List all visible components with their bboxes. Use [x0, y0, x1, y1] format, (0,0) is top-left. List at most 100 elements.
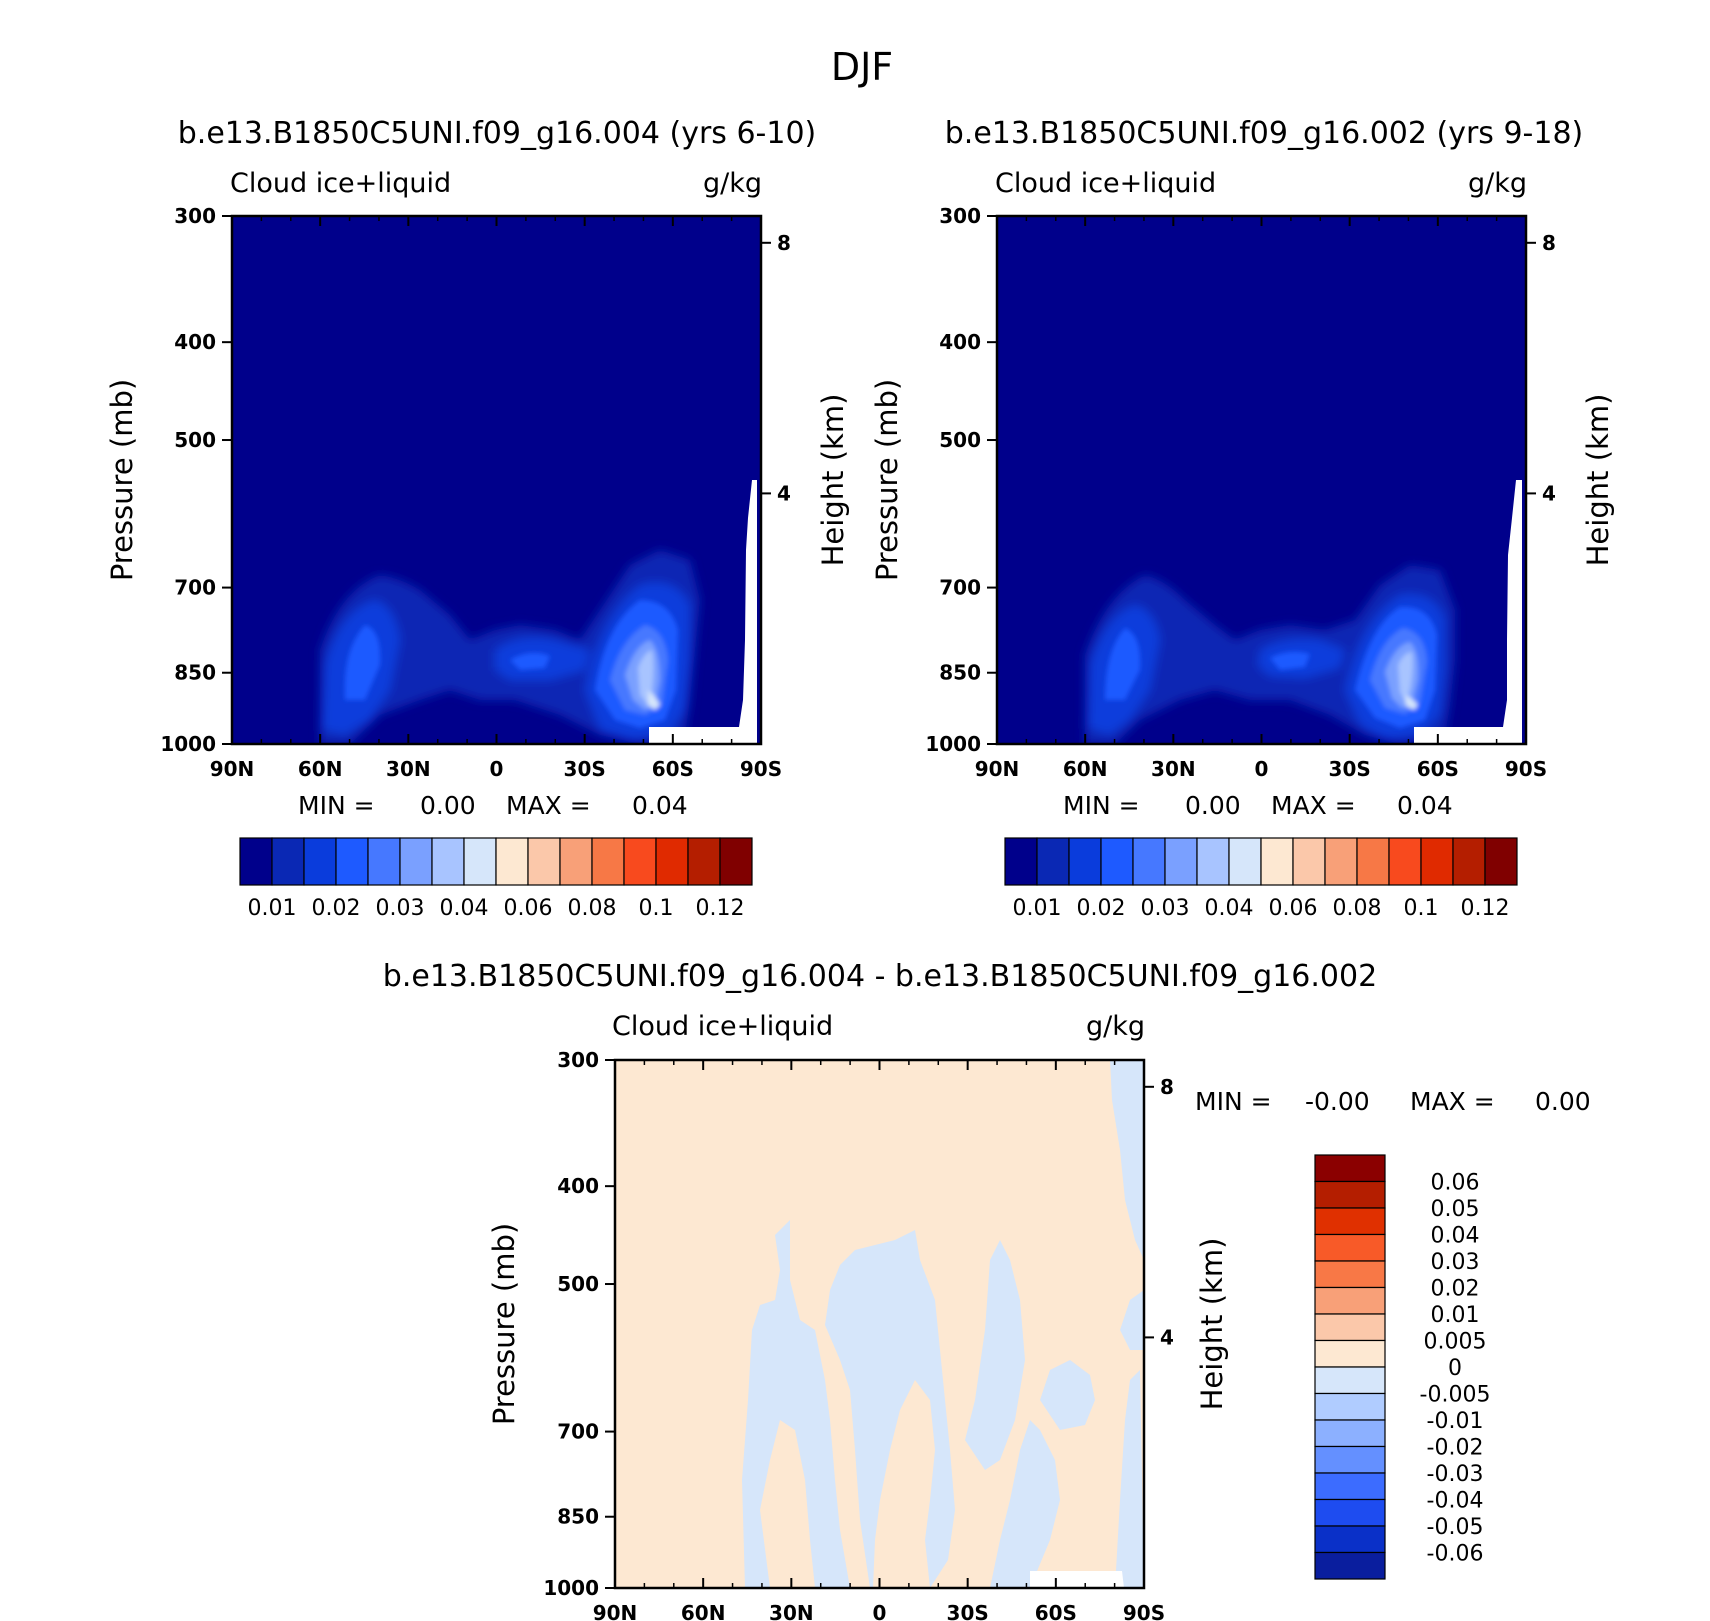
colorbar-swatch: [1314, 1260, 1386, 1289]
panel-2-inner-contours: [1105, 606, 1437, 728]
y-tick-label: 850: [557, 1505, 599, 1529]
x-tick-label: 60N: [681, 1601, 726, 1621]
x-tick-label: 90N: [975, 757, 1020, 781]
colorbar-swatch: [623, 837, 657, 886]
colorbar-swatch: [367, 837, 401, 886]
colorbar-swatch: [559, 837, 593, 886]
colorbar-label: 0.01: [1013, 896, 1062, 921]
colorbar-label: 0.06: [504, 896, 553, 921]
colorbar-swatch: [1132, 837, 1166, 886]
panel-1-max-value: 0.04: [632, 791, 688, 820]
panel-2-max-label: MAX =: [1271, 791, 1356, 820]
y-tick-label: 400: [939, 330, 981, 354]
colorbar-label: 0.04: [440, 896, 489, 921]
colorbar-swatch: [1314, 1339, 1386, 1368]
height-tick-label: 4: [1160, 1325, 1174, 1349]
panel-3-title: b.e13.B1850C5UNI.f09_g16.004 - b.e13.B18…: [383, 959, 1377, 994]
x-tick-label: 60N: [298, 757, 343, 781]
y-tick-label: 850: [939, 661, 981, 685]
colorbar-swatch: [1314, 1472, 1386, 1501]
panel-3-field: [615, 1060, 1144, 1588]
colorbar-label: 0.03: [1431, 1250, 1480, 1275]
colorbar-label: -0.04: [1427, 1489, 1484, 1514]
panel-1-colorbar: 0.01 0.02 0.03 0.04 0.06 0.08 0.1 0.12: [239, 837, 753, 921]
colorbar-swatch: [1452, 837, 1486, 886]
colorbar-label: 0.08: [568, 896, 617, 921]
panel-2-colorbar: 0.01 0.02 0.03 0.04 0.06 0.08 0.1 0.12: [1004, 837, 1518, 921]
panel-3-max-label: MAX =: [1410, 1087, 1495, 1116]
colorbar-swatch: [1314, 1392, 1386, 1421]
panel-2-field: [997, 216, 1526, 744]
panel-1-field: [232, 216, 761, 744]
panel-2-title: b.e13.B1850C5UNI.f09_g16.002 (yrs 9-18): [945, 116, 1584, 151]
colorbar-label: 0.1: [1404, 896, 1439, 921]
colorbar-swatch: [1292, 837, 1326, 886]
y-tick-label: 700: [557, 1420, 599, 1444]
colorbar-swatch: [719, 837, 753, 886]
colorbar-label: 0.03: [1141, 896, 1190, 921]
colorbar-swatch: [687, 837, 721, 886]
colorbar-label: 0.04: [1205, 896, 1254, 921]
height-tick-label: 4: [777, 481, 791, 505]
colorbar-label: -0.06: [1427, 1542, 1484, 1567]
colorbar-swatch: [1228, 837, 1262, 886]
panel-1-title: b.e13.B1850C5UNI.f09_g16.004 (yrs 6-10): [178, 116, 817, 151]
colorbar-label: 0: [1448, 1356, 1462, 1381]
colorbar-swatch: [1314, 1525, 1386, 1554]
panel-1-inner-contours: [344, 600, 678, 728]
colorbar-swatch: [1196, 837, 1230, 886]
colorbar-label: 0.02: [312, 896, 361, 921]
x-tick-label: 30S: [947, 1601, 989, 1621]
panel-3-stats: MIN = -0.00 MAX = 0.00: [1195, 1087, 1591, 1116]
x-tick-label: 60S: [1035, 1601, 1077, 1621]
x-tick-label: 90S: [1505, 757, 1547, 781]
panel-1-max-label: MAX =: [506, 791, 591, 820]
panel-3-min-label: MIN =: [1195, 1087, 1272, 1116]
panel-3-ylabel: Pressure (mb): [487, 1223, 521, 1425]
colorbar-label: 0.12: [1461, 896, 1510, 921]
colorbar-label: 0.03: [376, 896, 425, 921]
height-tick-label: 8: [1160, 1075, 1174, 1099]
panel-3-max-value: 0.00: [1535, 1087, 1591, 1116]
colorbar-swatch: [1324, 837, 1358, 886]
panel-3-units: g/kg: [1086, 1011, 1145, 1042]
panel-2: b.e13.B1850C5UNI.f09_g16.002 (yrs 9-18) …: [870, 116, 1615, 921]
panel-3-ylabel-right: Height (km): [1195, 1238, 1229, 1411]
colorbar-swatch: [591, 837, 625, 886]
figure-title: DJF: [831, 45, 893, 89]
panel-3: b.e13.B1850C5UNI.f09_g16.004 - b.e13.B18…: [383, 959, 1591, 1621]
y-tick-label: 300: [557, 1048, 599, 1072]
colorbar-label: 0.06: [1431, 1171, 1480, 1196]
panel-1-ylabel-right: Height (km): [816, 394, 850, 567]
panel-3-ticks: 90N 60N 30N 0 30S 60S 90S 300 400 500 700 850 1000 8 4: [543, 1048, 1174, 1621]
colorbar-swatch: [303, 837, 337, 886]
panel-1-stats: MIN = 0.00 MAX = 0.04: [298, 791, 688, 820]
x-tick-label: 30N: [769, 1601, 814, 1621]
colorbar-swatch: [527, 837, 561, 886]
x-tick-label: 90S: [740, 757, 782, 781]
colorbar-swatch: [399, 837, 433, 886]
y-tick-label: 700: [174, 576, 216, 600]
x-tick-label: 30N: [386, 757, 431, 781]
colorbar-swatch: [1100, 837, 1134, 886]
panel-2-ylabel: Pressure (mb): [870, 379, 904, 581]
y-tick-label: 850: [174, 661, 216, 685]
panel-2-stats: MIN = 0.00 MAX = 0.04: [1063, 791, 1453, 820]
panel-2-ylabel-right: Height (km): [1581, 394, 1615, 567]
y-tick-label: 400: [174, 330, 216, 354]
panel-3-negative-regions: [742, 1060, 1144, 1588]
colorbar-swatch: [335, 837, 369, 886]
y-tick-label: 1000: [925, 732, 981, 756]
panel-1-ylabel: Pressure (mb): [105, 379, 139, 581]
height-tick-label: 8: [1542, 231, 1556, 255]
colorbar-swatch: [1314, 1180, 1386, 1209]
x-tick-label: 60S: [1417, 757, 1459, 781]
panel-1-ticks: 90N 60N 30N 0 30S 60S 90S 300 400 500 700 850 1000 8 4: [160, 204, 791, 781]
y-tick-label: 400: [557, 1174, 599, 1198]
y-tick-label: 300: [939, 204, 981, 228]
y-tick-label: 500: [557, 1272, 599, 1296]
colorbar-label: -0.005: [1420, 1383, 1491, 1408]
y-tick-label: 700: [939, 576, 981, 600]
colorbar-label: 0.04: [1431, 1224, 1480, 1249]
x-tick-label: 0: [1255, 757, 1269, 781]
